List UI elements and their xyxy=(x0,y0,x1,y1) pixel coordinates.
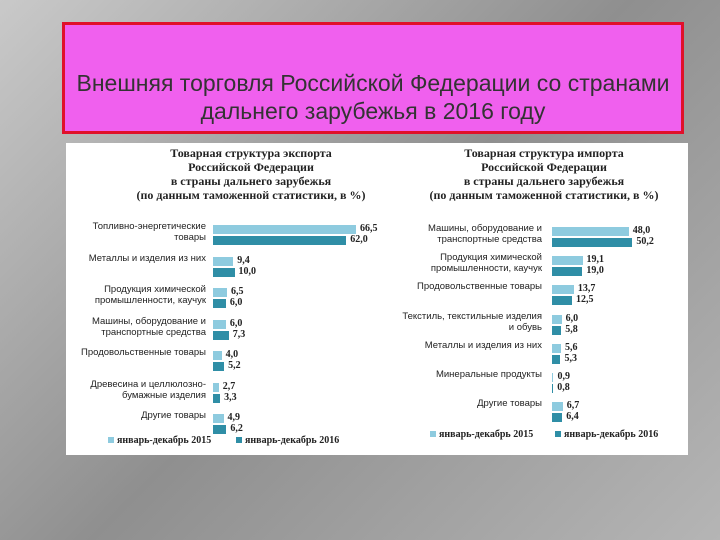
value-label: 13,7 xyxy=(577,283,596,295)
slide-title-box: Внешняя торговля Российской Федерации со… xyxy=(62,22,684,134)
value-label: 19,0 xyxy=(586,265,604,277)
value-label: 6,4 xyxy=(566,411,579,423)
value-label: 5,6 xyxy=(564,341,578,353)
value-label: 6,0 xyxy=(229,297,243,308)
bar xyxy=(552,238,633,247)
chart: Товарная структура экспорта Российской Фе… xyxy=(66,143,396,455)
category-label: Минеральные продукты xyxy=(435,369,542,380)
bar xyxy=(552,384,554,393)
category-label: Другие товары xyxy=(477,398,542,410)
value-label: 6,2 xyxy=(230,423,243,434)
category-label: Машины, оборудование и транспортные сред… xyxy=(427,223,542,245)
legend-swatch xyxy=(236,437,242,443)
bar xyxy=(552,296,572,306)
bar xyxy=(213,236,347,245)
chart-title-line: Товарная структура экспорта xyxy=(170,146,332,160)
value-label: 5,3 xyxy=(564,352,577,364)
chart-title-line: Товарная структура импорта xyxy=(464,146,624,160)
value-label: 4,9 xyxy=(227,412,241,423)
bar xyxy=(213,288,227,297)
chart-title-line: Российской Федерации xyxy=(188,160,314,174)
bar xyxy=(552,354,561,364)
value-label: 4,0 xyxy=(225,349,239,360)
legend-label: январь-декабрь 2016 xyxy=(564,429,659,440)
value-label: 2,7 xyxy=(222,380,236,392)
chart-title: Товарная структура импорта Российской Фед… xyxy=(400,146,688,202)
chart-title-line: в страны дальнего зарубежья xyxy=(170,174,332,188)
chart-title-line: (по данным таможенной статистики, в %) xyxy=(136,188,366,202)
category-label: Продукция химической промышленности, кау… xyxy=(430,252,542,275)
legend-item: январь-декабрь 2015 xyxy=(430,429,533,440)
category-label: Продукция химической промышленности, кау… xyxy=(94,284,206,306)
chart-title-line: в страны дальнего зарубежья xyxy=(463,174,625,188)
legend-label: январь-декабрь 2016 xyxy=(245,435,340,446)
bar xyxy=(552,402,563,412)
value-label: 12,5 xyxy=(576,294,594,306)
value-label: 19,1 xyxy=(586,254,605,266)
value-label: 9,4 xyxy=(237,254,250,266)
category-label: Другие товары xyxy=(141,410,206,421)
category-label: Продовольственные товары xyxy=(81,347,206,358)
value-label: 6,5 xyxy=(230,286,244,297)
bar xyxy=(552,325,562,335)
value-label: 3,3 xyxy=(224,391,237,403)
value-label: 0,8 xyxy=(557,382,570,393)
bar xyxy=(552,267,583,277)
value-label: 0,9 xyxy=(557,371,570,382)
bar xyxy=(213,267,235,277)
value-label: 50,2 xyxy=(636,236,654,247)
legend-item: январь-декабрь 2015 xyxy=(108,435,211,446)
category-label: Металлы и изделия из них xyxy=(424,339,542,351)
category-label: Древесина и целлюлозно-бумажные изделия xyxy=(90,378,206,401)
legend-label: январь-декабрь 2015 xyxy=(117,435,212,446)
category-label: Продовольственные товары xyxy=(417,281,542,293)
chart-title-line: Российской Федерации xyxy=(481,160,607,174)
bar xyxy=(552,343,561,353)
category-label: Текстиль, текстильные изделия и обувь xyxy=(402,310,542,333)
chart: Товарная структура импорта Российской Фед… xyxy=(400,143,688,455)
value-label: 7,3 xyxy=(232,328,246,340)
bar xyxy=(552,227,629,236)
legend-item: январь-декабрь 2016 xyxy=(555,429,658,440)
bar xyxy=(213,256,234,266)
category-label: Металлы и изделия из них xyxy=(88,252,206,264)
value-label: 6,0 xyxy=(565,312,579,324)
value-label: 6,7 xyxy=(566,400,580,412)
category-label: Машины, оборудование и транспортные сред… xyxy=(91,315,206,338)
bar xyxy=(213,319,226,329)
legend-swatch xyxy=(430,431,436,437)
bar xyxy=(552,314,562,324)
bar xyxy=(213,351,222,360)
legend-label: январь-декабрь 2015 xyxy=(439,429,534,440)
category-label: Топливно-энергетические товары xyxy=(92,221,206,243)
chart-panel: Товарная структура экспорта Российской Фе… xyxy=(66,143,688,455)
value-label: 62,0 xyxy=(350,234,368,245)
bar xyxy=(213,425,227,434)
slide-title: Внешняя торговля Российской Федерации со… xyxy=(76,70,670,124)
bar xyxy=(213,393,221,403)
bar xyxy=(213,362,225,371)
bar xyxy=(552,413,563,423)
value-label: 66,5 xyxy=(359,223,378,234)
value-label: 48,0 xyxy=(632,225,651,236)
bar xyxy=(552,285,574,295)
legend-swatch xyxy=(108,437,114,443)
value-label: 5,2 xyxy=(228,360,241,371)
legend-item: январь-декабрь 2016 xyxy=(236,435,339,446)
bar xyxy=(213,382,219,392)
bar xyxy=(552,373,554,382)
bar xyxy=(213,414,224,423)
bar xyxy=(213,330,229,340)
bar xyxy=(213,225,356,234)
chart-title-line: (по данным таможенной статистики, в %) xyxy=(429,188,659,202)
value-label: 10,0 xyxy=(238,265,257,277)
legend-swatch xyxy=(555,431,561,437)
bar xyxy=(213,299,226,308)
value-label: 6,0 xyxy=(229,317,243,329)
bar xyxy=(552,256,583,266)
value-label: 5,8 xyxy=(565,323,578,335)
chart-title: Товарная структура экспорта Российской Фе… xyxy=(106,146,396,202)
